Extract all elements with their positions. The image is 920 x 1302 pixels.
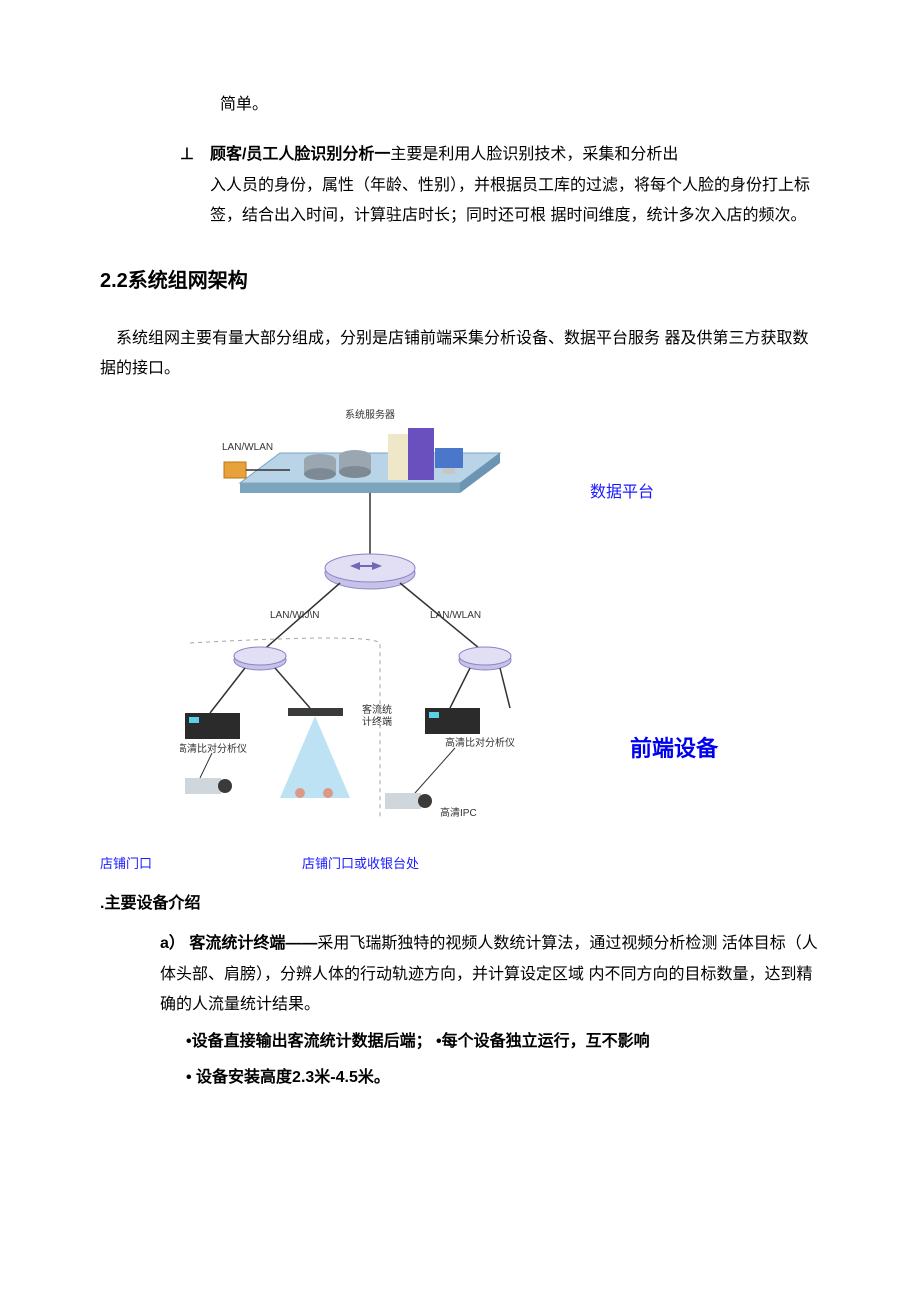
network-diagram: 系统服务器 LAN/WLAN LAN/WIJ\N LAN/WLAN [100,398,820,848]
router-main-top-icon [325,554,415,582]
lan-right-label: LAN/WLAN [430,610,481,621]
diagram-captions: 店铺门口 店铺门口或收银台处 [100,852,820,877]
diagram-svg: 系统服务器 LAN/WLAN LAN/WIJ\N LAN/WLAN [180,398,550,828]
item-a-bold1: •设备直接输出客流统计数据后端； •每个设备独立运行，互不影响 [186,1027,820,1057]
section-heading: 2.2系统组网架构 [100,262,820,300]
bullet-first-line: 顾客/员工人脸识别分析一主要是利用人脸识别技术，采集和分析出 [210,140,678,170]
caption-left: 店铺门口 [100,852,152,877]
line-cam-left [200,753,212,778]
router-left-top-icon [234,647,286,665]
item-a-bold2: • 设备安装高度2.3米-4.5米。 [186,1063,820,1093]
router-right-top-icon [459,647,511,665]
line-ll [210,668,245,713]
terminal-beam-icon [280,716,350,798]
monitor-icon [435,448,463,468]
person1-icon [295,788,305,798]
disk2-base-icon [339,466,371,478]
disk-base-icon [304,468,336,480]
server-tower2-icon [388,434,408,480]
analyzer-left-icon [185,713,240,739]
ipc-label: 高清IPC [440,806,477,819]
bullet-mark-icon: ⊥ [180,140,194,170]
bullet-title: 顾客/员工人脸识别分析一 [210,146,390,163]
lan-wlan-label: LAN/WLAN [222,442,273,453]
monitor-stand-icon [443,468,455,474]
item-a: a） 客流统计终端——采用飞瑞斯独特的视频人数统计算法，通过视频分析检测 活体目… [160,929,820,1093]
devices-heading: .主要设备介绍 [100,889,820,919]
camera-right-icon [385,793,421,809]
terminal-label-l2: 计终端 [362,715,392,728]
camera-right-lens-icon [418,794,432,808]
analyzer-left-led-icon [189,717,199,723]
caption-right: 店铺门口或收银台处 [302,852,419,877]
server-tower-icon [408,428,434,480]
person2-icon [323,788,333,798]
line-lr [275,668,310,708]
bullet-body: 入人员的身份，属性（年龄、性别），并根据员工库的过滤，将每个人脸的身份打上标签，… [210,171,820,232]
analyzer-right-led-icon [429,712,439,718]
analyzer-right-label: 高清比对分析仪 [445,736,515,749]
line-cam-right [415,748,455,793]
paragraph-top: 简单。 [220,90,820,120]
lan-left-label: LAN/WIJ\N [270,610,319,621]
bullet-head: ⊥ 顾客/员工人脸识别分析一主要是利用人脸识别技术，采集和分析出 [180,140,820,170]
item-a-text: a） 客流统计终端——采用飞瑞斯独特的视频人数统计算法，通过视频分析检测 活体目… [160,929,820,1020]
data-platform-label: 数据平台 [590,478,654,508]
line-rr [500,668,510,708]
item-a-lead: a） 客流统计终端—— [160,935,317,952]
section-paragraph: 系统组网主要有量大部分组成，分别是店铺前端采集分析设备、数据平台服务 器及供第三… [100,324,820,385]
front-devices-label: 前端设备 [630,728,718,770]
bullet-block: ⊥ 顾客/员工人脸识别分析一主要是利用人脸识别技术，采集和分析出 入人员的身份，… [180,140,820,231]
line-rl [450,668,470,708]
analyzer-left-label: 高清比对分析仪 [180,742,247,755]
analyzer-right-icon [425,708,480,734]
terminal-label-l1: 客流统 [362,703,392,716]
server-title-text: 系统服务器 [345,408,395,421]
camera-left-icon [185,778,221,794]
lan-box-icon [224,462,246,478]
camera-left-lens-icon [218,779,232,793]
terminal-bar-icon [288,708,343,716]
platform-front [240,483,460,493]
bullet-rest1: 主要是利用人脸识别技术，采集和分析出 [390,146,678,163]
